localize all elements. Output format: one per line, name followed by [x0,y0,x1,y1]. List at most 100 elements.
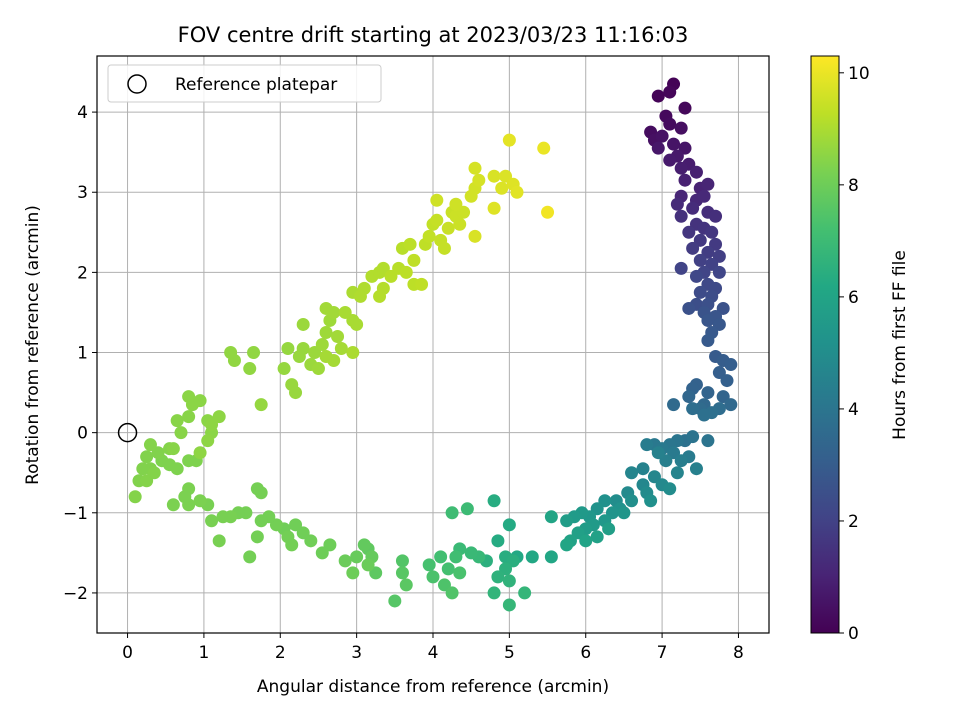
data-point [166,498,180,512]
data-point [315,338,329,351]
data-point [720,374,734,388]
data-point [689,269,703,283]
data-point [693,253,707,267]
data-point [289,386,303,400]
data-point [415,277,429,291]
y-axis-label: Rotation from reference (arcmin) [23,205,43,485]
data-point [590,530,604,544]
data-point [541,205,555,219]
data-point [174,426,188,440]
data-point [357,538,371,552]
data-point [678,173,692,187]
data-point [560,538,574,552]
data-point [212,534,226,548]
data-point [182,410,196,424]
data-point [453,566,467,580]
data-point [388,594,402,608]
data-points [128,77,738,612]
y-tick-label: 3 [77,183,88,203]
data-point [667,398,681,412]
data-point [682,225,696,239]
data-point [544,550,558,564]
data-point [346,566,360,580]
data-point [640,438,654,452]
data-point [395,554,409,568]
data-point [495,181,509,195]
data-point [502,518,516,532]
y-tick-label: 4 [77,103,88,123]
data-point [422,558,436,572]
legend-marker-icon [127,74,147,94]
data-point [667,137,681,151]
data-point [674,454,688,468]
y-tick-label: 2 [77,263,88,283]
data-point [487,494,501,508]
data-point [350,550,364,564]
colorbar-ticks: 0 2 4 6 8 10 [839,64,870,644]
data-point [686,241,700,255]
x-tick-label: 3 [351,643,362,663]
x-tick-label: 7 [657,643,668,663]
data-point [350,317,364,331]
x-tick-label: 0 [122,643,133,663]
data-point [376,281,390,295]
data-point [449,550,463,564]
colorbar-tick-label: 2 [848,512,859,532]
data-point [281,342,295,356]
data-point [460,502,474,516]
data-point [407,253,421,267]
colorbar-label: Hours from first FF file [890,250,910,440]
data-point [674,121,688,135]
data-point [686,402,700,416]
data-point [128,490,142,504]
data-point [254,486,268,500]
data-point [644,494,658,508]
data-point [678,101,692,115]
data-point [651,89,665,103]
x-tick-label: 1 [198,643,209,663]
chart-title: FOV centre drift starting at 2023/03/23 … [178,23,689,47]
data-point [709,209,723,223]
colorbar-tick-label: 4 [848,400,859,420]
data-point [663,482,677,496]
data-point [250,530,264,544]
data-point [346,346,360,360]
data-point [686,430,700,444]
data-point [182,390,196,404]
data-point [434,550,448,564]
data-point [670,466,684,480]
data-point [682,301,696,315]
data-point [327,305,341,319]
data-point [674,161,688,175]
data-point [689,165,703,179]
data-point [502,133,516,147]
data-point [693,285,707,299]
data-point [403,237,417,251]
data-point [712,265,726,279]
data-point [437,241,451,255]
data-point [399,578,413,592]
data-point [395,566,409,580]
data-point [243,362,257,376]
data-point [487,169,501,183]
data-point [453,217,467,231]
data-point [296,317,310,331]
data-point [682,390,696,404]
data-point [201,434,215,448]
legend-label: Reference platepar [175,75,337,95]
data-point [663,85,677,99]
data-point [663,117,677,131]
reference-point-marker [117,422,138,443]
reference-marker [117,422,138,443]
x-tick-label: 2 [275,643,286,663]
data-point [472,173,486,187]
data-point [178,490,192,504]
data-point [701,434,715,448]
data-point [518,586,532,600]
data-point [701,177,715,191]
colorbar-tick-label: 10 [848,64,870,84]
data-point [143,438,157,452]
data-point [296,342,310,356]
data-point [205,514,219,528]
data-point [243,550,257,564]
